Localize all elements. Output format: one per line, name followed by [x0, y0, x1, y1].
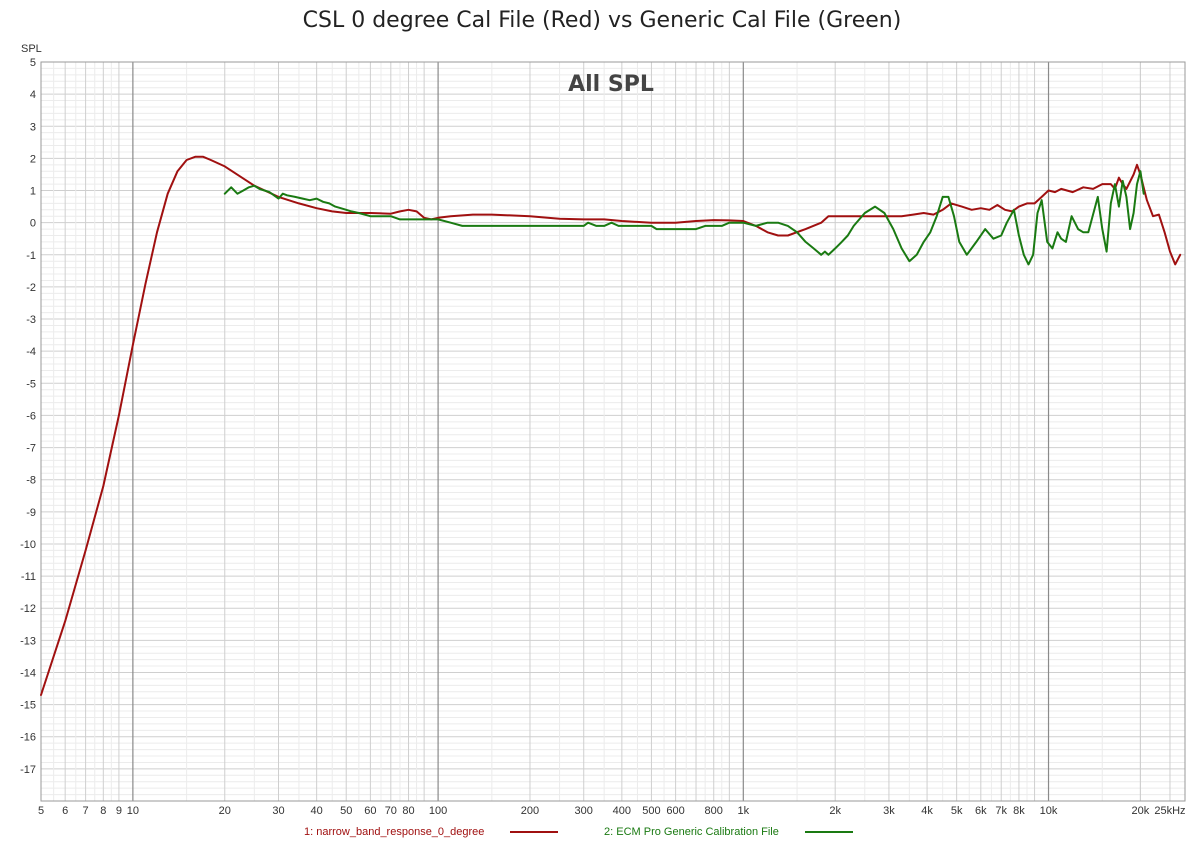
y-tick-label: -4: [26, 346, 36, 358]
x-tick-label: 600: [666, 805, 684, 817]
x-tick-label: 8: [100, 805, 106, 817]
x-tick-label: 200: [521, 805, 539, 817]
y-tick-label: 4: [30, 89, 36, 101]
y-tick-label: 3: [30, 121, 36, 133]
x-tick-label: 400: [613, 805, 631, 817]
x-tick-label: 70: [385, 805, 397, 817]
x-tick-label: 20: [219, 805, 231, 817]
y-tick-label: -14: [20, 667, 36, 679]
legend-item-series-2: 2: ECM Pro Generic Calibration File: [604, 826, 853, 838]
axis-ticks: 543210-1-2-3-4-5-6-7-8-9-10-11-12-13-14-…: [20, 57, 1185, 817]
x-tick-label: 800: [705, 805, 723, 817]
x-tick-label: 100: [429, 805, 447, 817]
data-series: [40, 155, 1182, 696]
x-tick-label: 50: [340, 805, 352, 817]
x-tick-label: 7: [83, 805, 89, 817]
x-tick-label: 5: [38, 805, 44, 817]
x-tick-label: 6k: [975, 805, 987, 817]
x-tick-label: 30: [272, 805, 284, 817]
y-tick-label: -6: [26, 410, 36, 422]
y-tick-label: -8: [26, 475, 36, 487]
legend-item-series-1: 1: narrow_band_response_0_degree: [304, 826, 559, 838]
y-tick-label: -13: [20, 635, 36, 647]
x-tick-label: 20k: [1132, 805, 1150, 817]
x-tick-label: 10: [127, 805, 139, 817]
x-tick-label: 25kHz: [1154, 805, 1185, 817]
x-tick-label: 80: [402, 805, 414, 817]
legend-label-series-2: 2: ECM Pro Generic Calibration File: [604, 826, 779, 838]
y-tick-label: -5: [26, 378, 36, 390]
x-tick-label: 3k: [883, 805, 895, 817]
y-tick-label: -7: [26, 443, 36, 455]
y-tick-label: -12: [20, 603, 36, 615]
x-tick-label: 60: [364, 805, 376, 817]
chart-annotation: All SPL: [568, 72, 654, 97]
x-tick-label: 7k: [995, 805, 1007, 817]
x-tick-label: 4k: [921, 805, 933, 817]
y-tick-label: -2: [26, 282, 36, 294]
series-line-2: [223, 170, 1145, 266]
legend-label-series-1: 1: narrow_band_response_0_degree: [304, 826, 485, 838]
y-tick-label: 5: [30, 57, 36, 69]
x-tick-label: 1k: [737, 805, 749, 817]
y-tick-label: 2: [30, 153, 36, 165]
x-tick-label: 500: [642, 805, 660, 817]
x-tick-label: 10k: [1040, 805, 1058, 817]
y-tick-label: -17: [20, 764, 36, 776]
y-tick-label: 0: [30, 218, 36, 230]
x-tick-label: 8k: [1013, 805, 1025, 817]
plot-border: [40, 61, 1186, 802]
y-tick-label: -11: [21, 571, 36, 583]
x-tick-label: 300: [575, 805, 593, 817]
legend-swatch-series-2: [804, 831, 853, 833]
y-axis-label: SPL: [21, 43, 42, 55]
x-tick-label: 9: [116, 805, 122, 817]
chart-title: CSL 0 degree Cal File (Red) vs Generic C…: [302, 8, 902, 33]
x-tick-label: 5k: [951, 805, 963, 817]
y-tick-label: -16: [20, 732, 36, 744]
y-tick-label: -15: [20, 700, 36, 712]
chart-grid: [40, 61, 1186, 802]
y-tick-label: -9: [26, 507, 36, 519]
y-tick-label: -10: [20, 539, 36, 551]
x-tick-label: 6: [62, 805, 68, 817]
x-tick-label: 2k: [829, 805, 841, 817]
y-tick-label: -3: [26, 314, 36, 326]
y-tick-label: -1: [26, 250, 36, 262]
y-tick-label: 1: [30, 186, 36, 198]
x-tick-label: 40: [311, 805, 323, 817]
legend-swatch-series-1: [510, 831, 559, 833]
